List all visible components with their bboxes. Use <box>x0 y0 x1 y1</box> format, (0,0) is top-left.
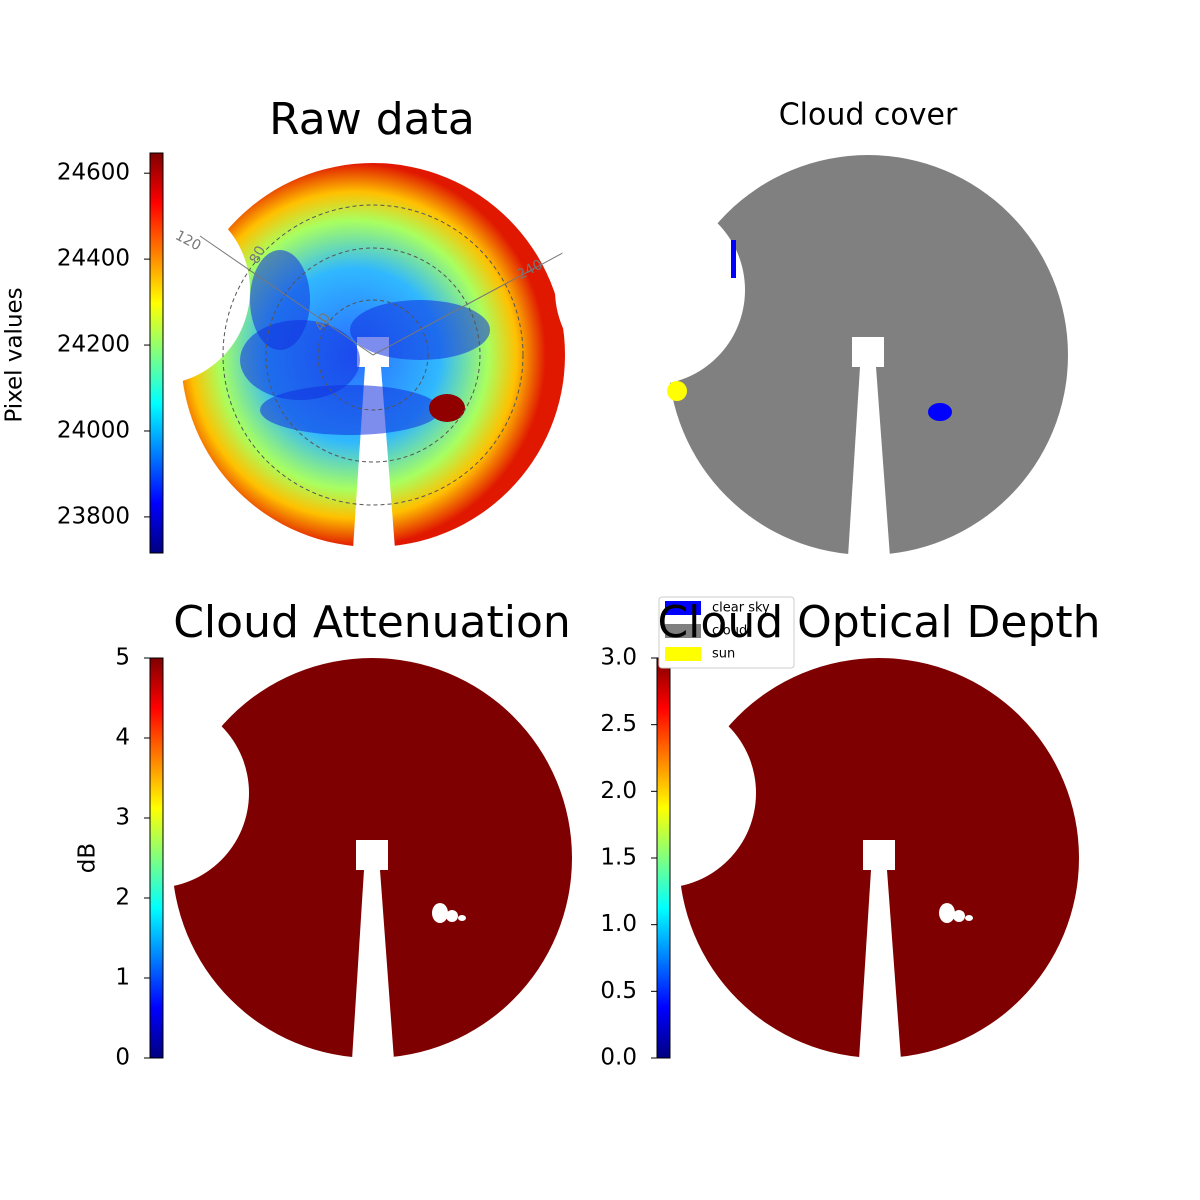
gap-patch <box>458 915 466 921</box>
colorbar-tick-label: 24000 <box>57 417 130 443</box>
colorbar-tick-label: 24200 <box>57 332 130 358</box>
mask-arm <box>863 840 895 870</box>
legend-label: cloud <box>712 624 747 639</box>
colorbar-tick-label: 1 <box>115 965 130 991</box>
legend-label: clear sky <box>712 601 770 616</box>
polar-label: 40 <box>312 310 334 333</box>
colorbar-tick-label: 3.0 <box>600 645 637 671</box>
colorbar-tick-label: 1.5 <box>600 845 637 871</box>
colorbars: 23800 24000 24200 24400 24600 Pixel values 0 1 2… <box>2 152 671 1071</box>
legend-label: sun <box>712 647 735 662</box>
gap-patch <box>432 903 448 923</box>
colorbar-tick-label: 2.5 <box>600 711 637 737</box>
panel-title: Cloud Attenuation <box>173 597 571 648</box>
gap-patch <box>939 903 955 923</box>
colorbar-tick-label: 24400 <box>57 246 130 272</box>
colorbar-tick-label: 23800 <box>57 503 130 529</box>
sun-patch <box>429 394 465 422</box>
colorbar <box>149 152 164 554</box>
sun-marker <box>667 381 687 401</box>
heat-patch <box>260 385 440 435</box>
polar-ring <box>317 299 429 411</box>
legend: clear sky cloud sun <box>658 596 795 669</box>
mask-arm <box>852 337 884 367</box>
polar-spoke <box>372 247 573 356</box>
mask-arm <box>848 367 890 557</box>
legend-swatch <box>665 624 701 638</box>
gap-patch <box>446 910 458 922</box>
clear-sky-patch <box>928 403 952 421</box>
clear-sky-patch <box>731 240 736 278</box>
colorbar-tick-label: 1.0 <box>600 911 637 937</box>
panel-title: Cloud Optical Depth <box>657 597 1100 648</box>
colorbar-tick-label: 3 <box>115 805 130 831</box>
polar-spoke <box>199 235 374 356</box>
colorbar-tick-label: 24600 <box>57 160 130 186</box>
gap-patch <box>953 910 965 922</box>
panel-title: Cloud cover <box>779 98 958 133</box>
colorbar-tick-label: 0.5 <box>600 978 637 1004</box>
polar-ring <box>222 204 524 506</box>
colorbar-tick-label: 2 <box>115 885 130 911</box>
colorbar-label: dB <box>75 843 101 873</box>
colorbar-tick-label: 2.0 <box>600 778 637 804</box>
colorbar <box>149 657 164 1059</box>
mask-bite <box>555 195 745 385</box>
colorbar-tick-label: 4 <box>115 725 130 751</box>
mask-arm <box>356 840 388 870</box>
colorbar <box>656 657 671 1059</box>
colorbar-tick-label: 0.0 <box>600 1045 637 1071</box>
colorbar-label: Pixel values <box>2 287 28 422</box>
colorbar-tick-label: 0 <box>115 1045 130 1071</box>
mask-arm <box>352 870 394 1060</box>
mask-arm <box>859 870 901 1060</box>
titles: Raw data Cloud cover Cloud Attenuation Clou… <box>173 94 1100 648</box>
gap-patch <box>965 915 973 921</box>
polar-label: 80 <box>247 243 269 266</box>
legend-swatch <box>665 647 701 661</box>
heat-patch <box>250 250 310 350</box>
legend-swatch <box>665 601 701 615</box>
panel-title: Raw data <box>269 94 475 145</box>
polar-ring <box>265 247 481 463</box>
colorbar-tick-label: 5 <box>115 645 130 671</box>
